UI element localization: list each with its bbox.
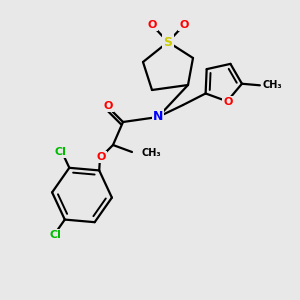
Text: CH₃: CH₃: [142, 148, 162, 158]
Text: S: S: [164, 35, 172, 49]
Text: O: O: [179, 20, 189, 30]
Text: O: O: [224, 97, 233, 107]
Text: Cl: Cl: [50, 230, 62, 240]
Text: N: N: [153, 110, 163, 124]
Text: Cl: Cl: [55, 147, 67, 157]
Text: O: O: [103, 101, 113, 111]
Text: O: O: [96, 152, 106, 162]
Text: CH₃: CH₃: [263, 80, 283, 90]
Text: O: O: [147, 20, 157, 30]
